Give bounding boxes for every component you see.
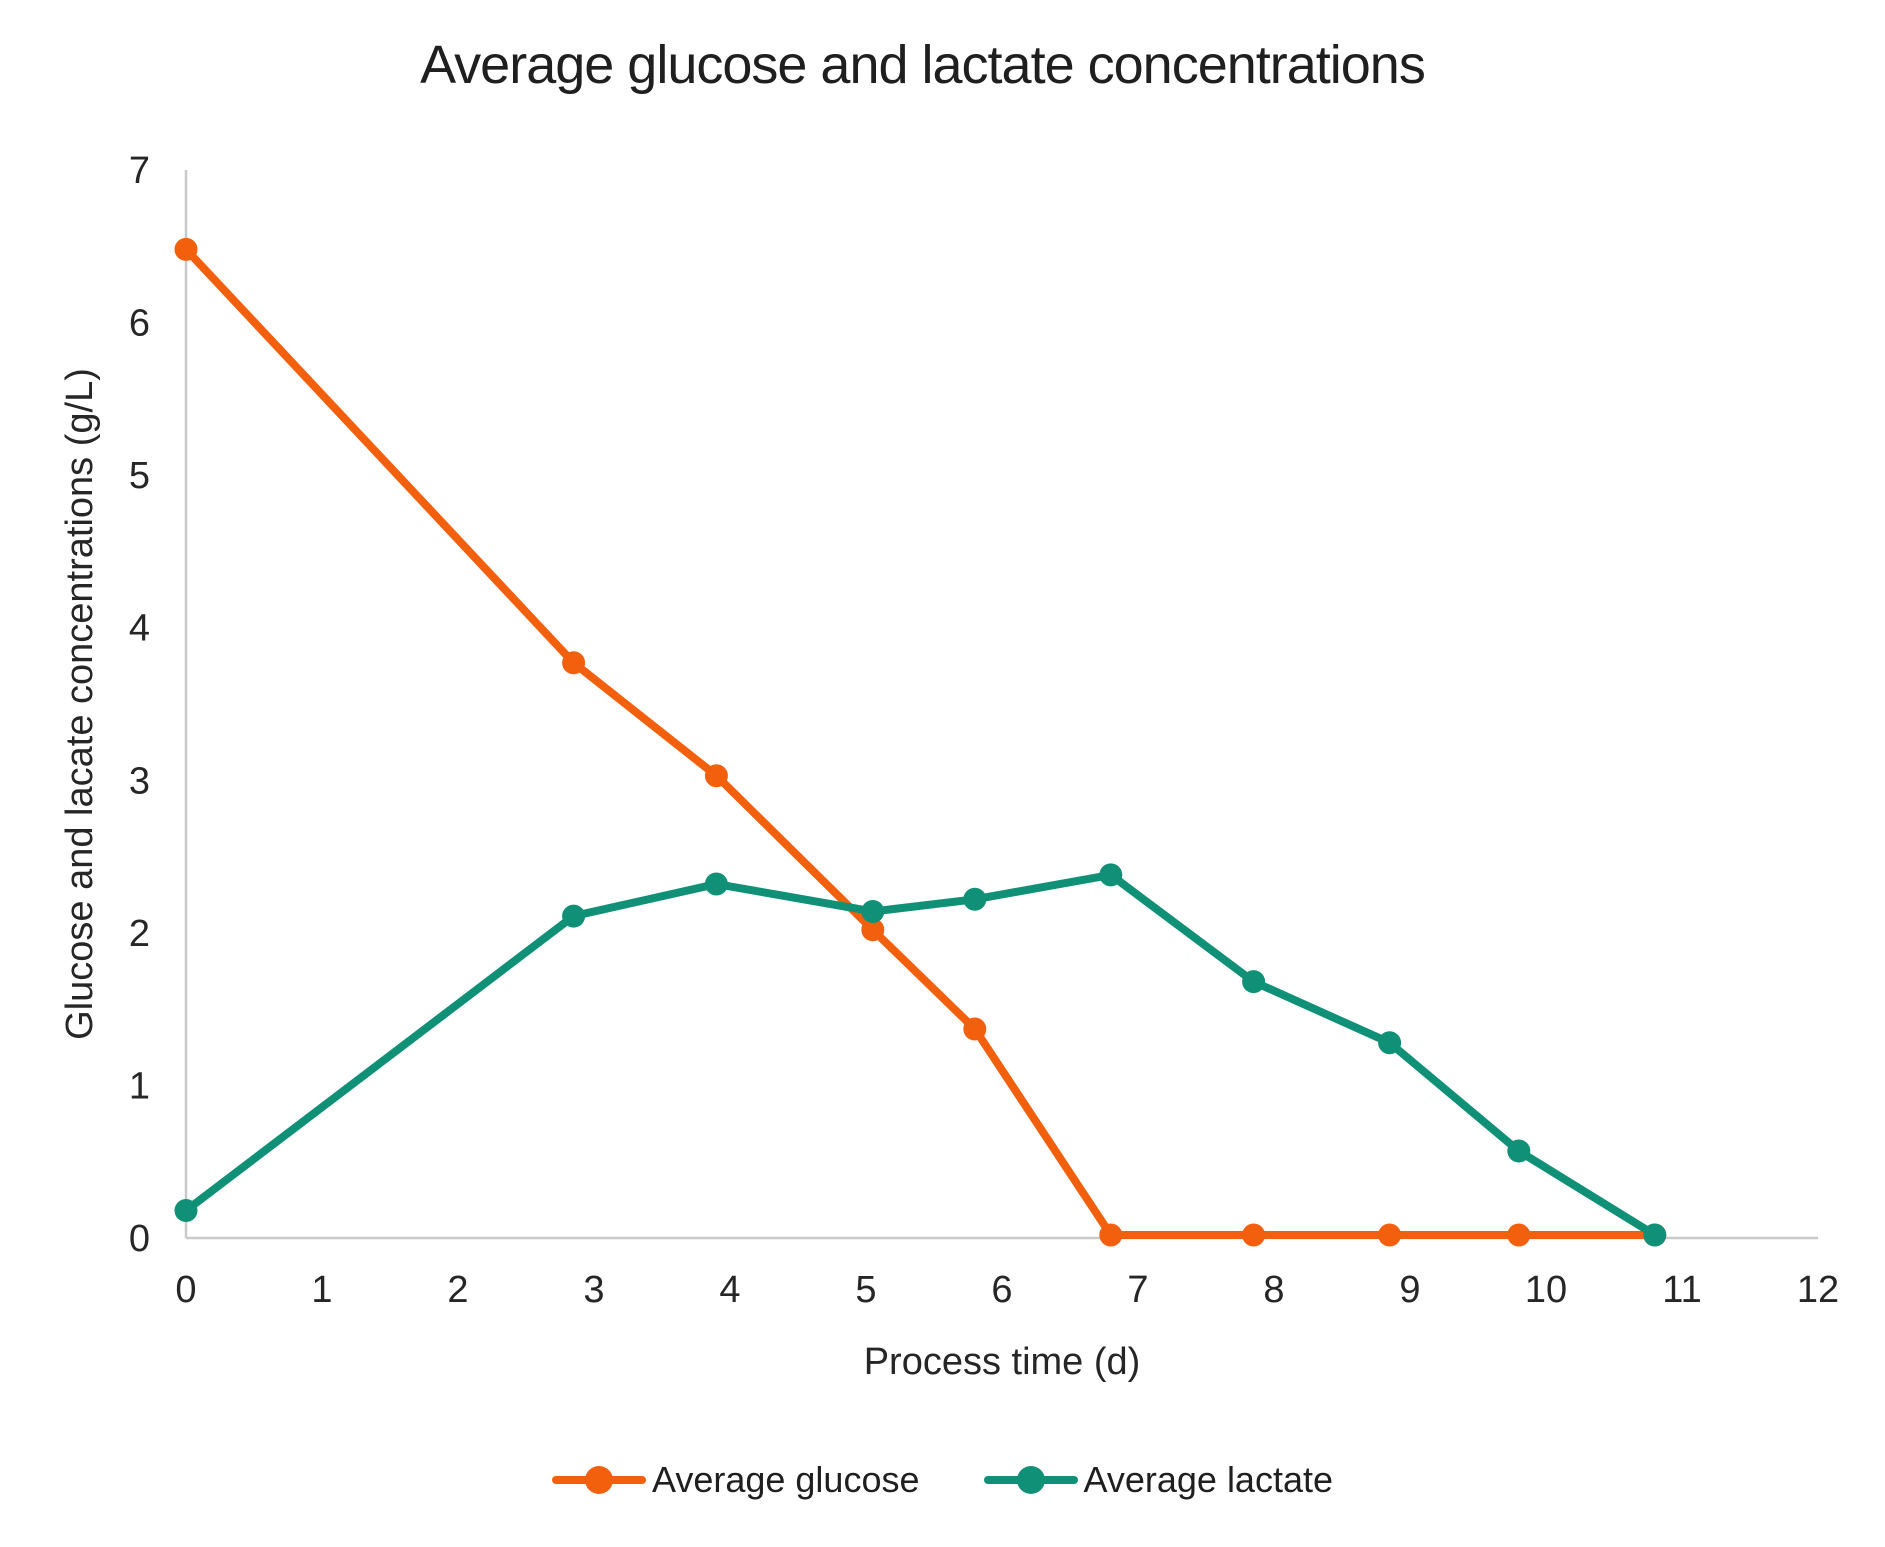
x-tick-label: 10 [1525,1269,1567,1311]
lactate-legend-dot [1016,1466,1045,1494]
x-tick-label: 5 [855,1269,876,1311]
chart-title: Average glucose and lactate concentratio… [420,35,1426,95]
x-tick-label: 12 [1797,1269,1839,1311]
data-point-marker [562,904,586,928]
series-line [182,245,1659,1239]
y-tick-label: 0 [129,1218,150,1260]
series-average-lactate [174,863,1667,1247]
x-tick-label: 1 [311,1269,332,1311]
y-tick-label: 4 [129,608,150,650]
glucose-legend-dot [584,1466,613,1494]
data-point-marker [963,1017,987,1041]
legend-label-average-glucose: Average glucose [651,1459,920,1500]
series-average-glucose [174,237,1667,1247]
data-point-marker [1378,1031,1402,1055]
x-tick-label: 9 [1399,1269,1420,1311]
legend-label-average-lactate: Average lactate [1083,1459,1334,1500]
y-tick-label: 5 [129,455,150,497]
x-tick-label: 3 [583,1269,604,1311]
legend: Average glucose Average lactate [0,1452,1885,1508]
data-point-marker [1242,1223,1266,1247]
data-point-marker [963,887,987,911]
data-point-marker [1378,1223,1402,1247]
x-tick-label: 11 [1662,1269,1701,1311]
x-axis-title: Process time (d) [864,1341,1141,1383]
y-tick-label: 3 [129,760,150,802]
data-point-marker [174,1199,198,1223]
legend-item-average-glucose: Average glucose [551,1459,920,1501]
x-tick-label: 7 [1127,1269,1148,1311]
data-point-marker [1242,970,1266,994]
y-axis-title: Glucose and lacate concentrations (g/L) [59,368,101,1040]
series-line [182,870,1659,1239]
y-tick-label: 7 [129,150,150,192]
lactate-series-marker-icon [983,1460,1078,1500]
glucose-series-marker-icon [551,1460,646,1500]
data-point-marker [562,651,586,675]
x-tick-label: 0 [175,1269,196,1311]
data-point-marker [1507,1223,1531,1247]
data-point-marker [1507,1139,1531,1163]
data-point-marker [1643,1223,1667,1247]
y-tick-label: 6 [129,303,150,345]
data-point-marker [1099,1223,1123,1247]
x-tick-label: 4 [719,1269,740,1311]
y-tick-label: 1 [129,1065,150,1107]
y-tick-label: 2 [129,913,150,955]
axes [184,170,1818,1240]
data-point-marker [704,872,728,896]
x-tick-label: 2 [447,1269,468,1311]
x-tick-label: 6 [991,1269,1012,1311]
data-point-marker [1099,863,1123,887]
data-point-marker [861,918,885,942]
data-point-marker [174,237,198,261]
data-point-marker [861,899,885,923]
data-point-marker [704,764,728,788]
x-tick-label: 8 [1263,1269,1284,1311]
legend-item-average-lactate: Average lactate [983,1459,1334,1501]
